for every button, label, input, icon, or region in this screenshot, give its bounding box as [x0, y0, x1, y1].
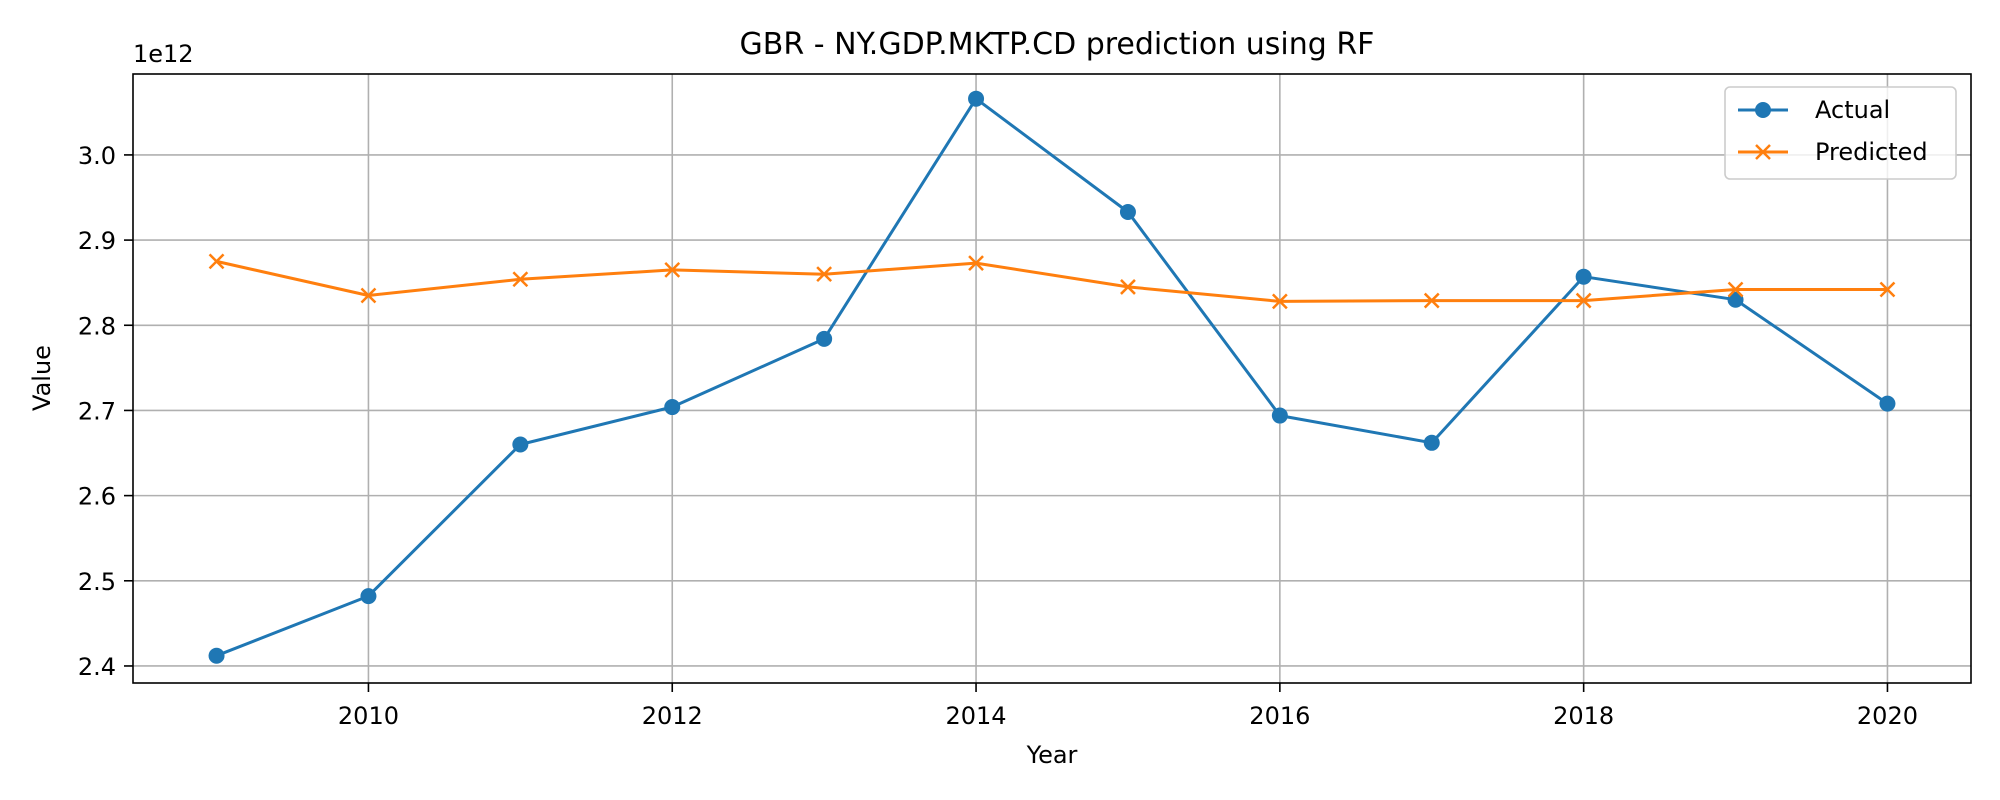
point-predicted	[1423, 292, 1440, 309]
point-actual	[208, 647, 225, 664]
point-predicted	[1879, 281, 1896, 298]
point-actual	[360, 588, 377, 605]
x-axis-label: Year	[1026, 741, 1078, 769]
point-predicted	[816, 266, 833, 283]
x-marker-stroke	[1271, 293, 1288, 310]
point-predicted	[1271, 293, 1288, 310]
x-tick-label: 2020	[1857, 702, 1918, 730]
legend-marker-actual	[1755, 102, 1771, 118]
y-scale-note: 1e12	[133, 40, 194, 68]
point-actual	[664, 399, 681, 416]
point-predicted	[968, 255, 984, 271]
point-predicted	[1575, 292, 1592, 309]
legend-label-actual: Actual	[1815, 96, 1890, 124]
x-marker-stroke	[664, 262, 681, 278]
legend: Actual Predicted	[1724, 86, 1957, 180]
x-marker-stroke	[208, 253, 225, 270]
x-axis-ticks: 2010 2012 2014 2016 2018 2020	[338, 683, 1918, 730]
point-actual	[1271, 407, 1288, 424]
x-marker-stroke	[1120, 279, 1136, 295]
plot-frame	[132, 73, 1972, 684]
x-marker-stroke	[360, 287, 377, 304]
point-predicted	[1727, 281, 1744, 298]
point-actual	[816, 330, 833, 347]
x-tick-label: 2012	[642, 702, 703, 730]
point-predicted	[208, 253, 225, 270]
x-tick-label: 2016	[1249, 702, 1310, 730]
x-marker-stroke	[1575, 292, 1592, 309]
y-tick-label: 2.9	[78, 227, 116, 255]
legend-marker-predicted	[1755, 144, 1771, 160]
series-line-actual	[215, 97, 1889, 658]
point-predicted	[360, 287, 377, 304]
x-marker-stroke	[1423, 292, 1440, 309]
y-axis-label: Value	[28, 345, 56, 411]
x-marker-stroke	[968, 255, 984, 271]
x-tick-label: 2018	[1553, 702, 1614, 730]
point-actual	[1727, 291, 1744, 308]
y-axis-ticks: 2.4 2.5 2.6 2.7 2.8 2.9 3.0	[78, 142, 133, 681]
x-marker-stroke	[1727, 281, 1744, 298]
point-actual	[512, 436, 529, 453]
y-tick-label: 3.0	[78, 142, 116, 170]
point-actual	[968, 90, 985, 107]
series-markers	[208, 90, 1896, 664]
x-marker-stroke	[1879, 281, 1896, 298]
y-tick-label: 2.4	[78, 653, 116, 681]
x-marker-stroke	[1755, 144, 1771, 160]
x-tick-label: 2014	[946, 702, 1007, 730]
series-line-predicted	[216, 259, 1888, 303]
x-marker-stroke	[512, 271, 529, 288]
point-actual	[1575, 268, 1592, 285]
chart-title: GBR - NY.GDP.MKTP.CD prediction using RF	[740, 27, 1375, 62]
point-predicted	[1120, 279, 1136, 295]
x-tick-label: 2010	[338, 702, 399, 730]
point-actual	[1879, 395, 1896, 412]
legend-x-marker	[1755, 144, 1771, 160]
series-lines	[215, 97, 1889, 658]
point-actual	[1423, 434, 1440, 451]
x-marker-stroke	[816, 266, 833, 283]
y-tick-label: 2.8	[78, 312, 116, 340]
y-tick-label: 2.5	[78, 568, 116, 596]
point-actual	[1119, 203, 1136, 220]
legend-label-predicted: Predicted	[1815, 138, 1928, 166]
y-tick-label: 2.7	[78, 397, 116, 425]
y-tick-label: 2.6	[78, 483, 116, 511]
point-predicted	[664, 262, 681, 278]
point-predicted	[512, 271, 529, 288]
